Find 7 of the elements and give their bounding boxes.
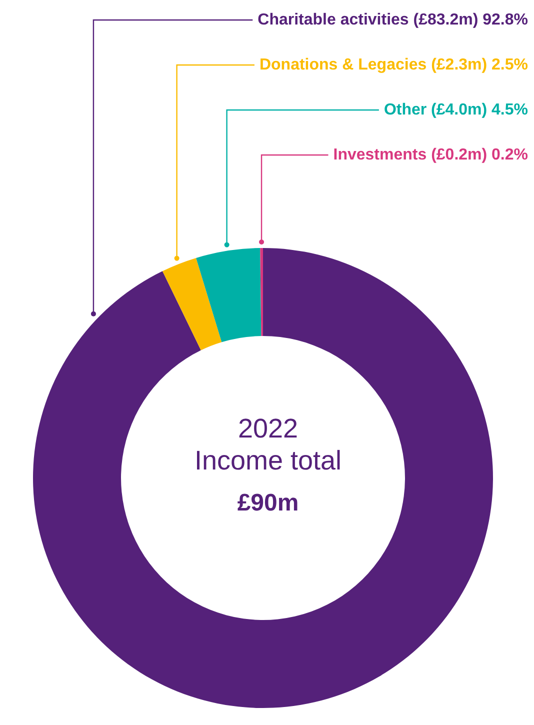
text: 2022 xyxy=(238,414,298,444)
slice-label: Investments (£0.2m) 0.2% xyxy=(333,146,528,164)
slice-label: Charitable activities (£83.2m) 92.8% xyxy=(258,12,528,28)
slice-label: Other (£4.0m) 4.5% xyxy=(384,102,528,118)
text: Income total xyxy=(194,446,342,476)
text: £90m xyxy=(237,490,299,516)
slice-label: Donations & Legacies (£2.3m) 2.5% xyxy=(259,56,528,74)
